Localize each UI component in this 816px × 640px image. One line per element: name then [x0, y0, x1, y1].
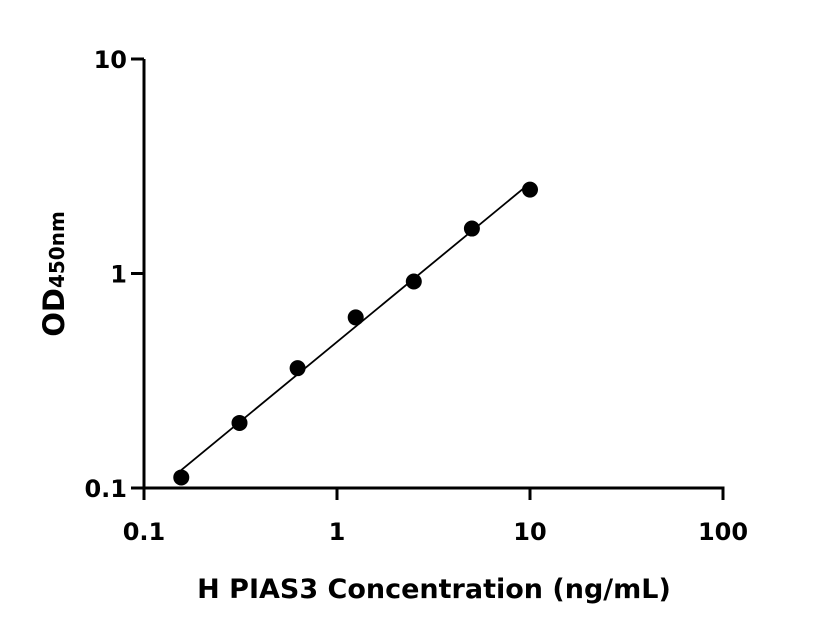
x-tick-label: 1	[329, 518, 346, 546]
data-point	[173, 469, 190, 486]
data-point	[347, 309, 364, 326]
data-point	[231, 414, 248, 431]
y-axis-label-main: OD	[37, 288, 71, 337]
data-point	[405, 273, 422, 290]
data-point	[289, 360, 306, 377]
data-point	[463, 220, 480, 237]
y-axis-label-subscript: 450nm	[45, 211, 69, 288]
y-tick-label: 10	[94, 46, 127, 74]
y-tick-label: 0.1	[84, 475, 127, 503]
x-tick-label: 0.1	[123, 518, 166, 546]
x-tick-label: 100	[698, 518, 748, 546]
axes	[131, 57, 725, 500]
data-points	[173, 181, 538, 486]
x-axis-label: H PIAS3 Concentration (ng/mL)	[197, 574, 671, 605]
y-axis-label: OD450nm	[37, 211, 71, 337]
x-tick-label: 10	[513, 518, 546, 546]
y-tick-label: 1	[110, 261, 127, 289]
data-point	[522, 181, 538, 198]
tick-labels: 0.1 1 10 100 0.1 1 10	[84, 46, 748, 546]
